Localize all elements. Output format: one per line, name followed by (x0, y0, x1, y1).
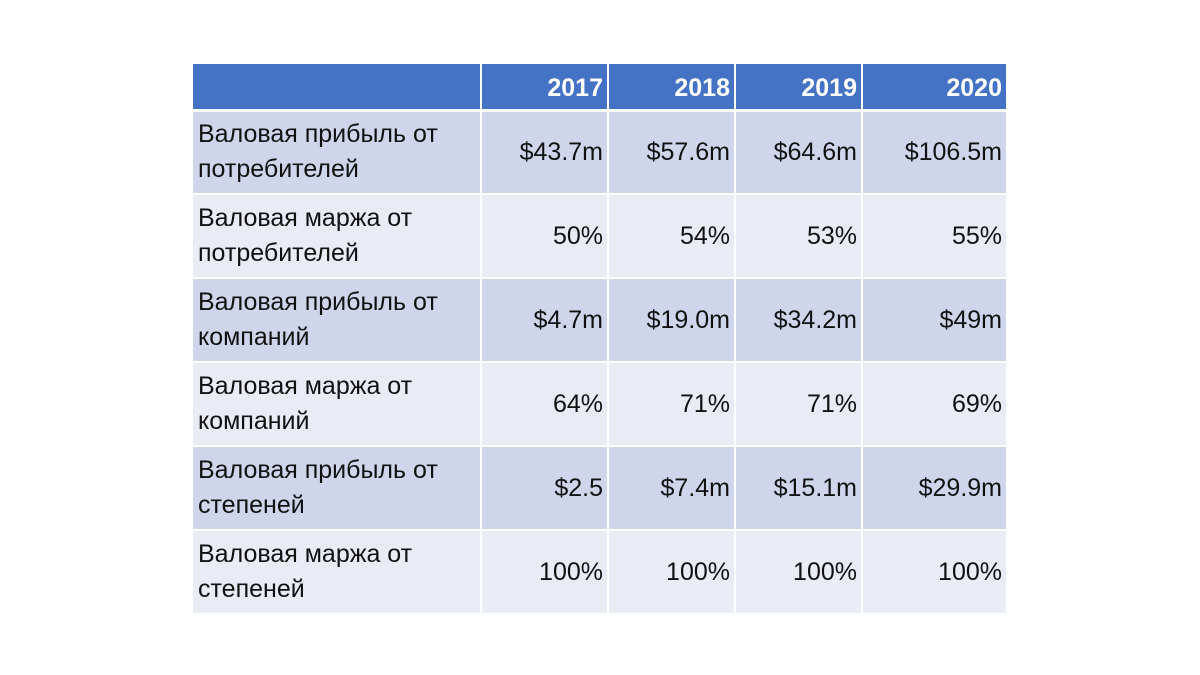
cell-value: $4.7m (480, 278, 609, 363)
header-cell-empty (193, 64, 482, 112)
cell-value: 71% (734, 362, 863, 447)
row-label: Валовая маржа от потребителей (193, 194, 482, 279)
row-label: Валовая маржа от компаний (193, 362, 482, 447)
row-label: Валовая прибыль от компаний (193, 278, 482, 363)
row-label: Валовая маржа от степеней (193, 530, 482, 615)
cell-value: $7.4m (607, 446, 736, 531)
header-year-2019: 2019 (734, 64, 863, 112)
cell-value: $29.9m (861, 446, 1006, 531)
table-row: Валовая маржа от потребителей 50% 54% 53… (193, 194, 1006, 279)
cell-value: $2.5 (480, 446, 609, 531)
cell-value: 100% (861, 530, 1006, 615)
header-year-2018: 2018 (607, 64, 736, 112)
cell-value: $64.6m (734, 110, 863, 195)
header-year-2020: 2020 (861, 64, 1006, 112)
cell-value: $19.0m (607, 278, 736, 363)
cell-value: $106.5m (861, 110, 1006, 195)
cell-value: 100% (734, 530, 863, 615)
cell-value: 55% (861, 194, 1006, 279)
financials-table: 2017 2018 2019 2020 Валовая прибыль от п… (193, 64, 1006, 615)
cell-value: $57.6m (607, 110, 736, 195)
table-row: Валовая прибыль от степеней $2.5 $7.4m $… (193, 446, 1006, 531)
header-row: 2017 2018 2019 2020 (193, 64, 1006, 112)
table-row: Валовая маржа от компаний 64% 71% 71% 69… (193, 362, 1006, 447)
table-row: Валовая маржа от степеней 100% 100% 100%… (193, 530, 1006, 615)
cell-value: $49m (861, 278, 1006, 363)
cell-value: 100% (607, 530, 736, 615)
row-label: Валовая прибыль от степеней (193, 446, 482, 531)
table-header: 2017 2018 2019 2020 (193, 64, 1006, 112)
table-row: Валовая прибыль от компаний $4.7m $19.0m… (193, 278, 1006, 363)
table-row: Валовая прибыль от потребителей $43.7m $… (193, 110, 1006, 195)
header-year-2017: 2017 (480, 64, 609, 112)
table-body: Валовая прибыль от потребителей $43.7m $… (193, 110, 1006, 615)
cell-value: 71% (607, 362, 736, 447)
cell-value: 69% (861, 362, 1006, 447)
cell-value: 54% (607, 194, 736, 279)
cell-value: 50% (480, 194, 609, 279)
cell-value: $34.2m (734, 278, 863, 363)
cell-value: $15.1m (734, 446, 863, 531)
cell-value: 100% (480, 530, 609, 615)
cell-value: 53% (734, 194, 863, 279)
cell-value: $43.7m (480, 110, 609, 195)
row-label: Валовая прибыль от потребителей (193, 110, 482, 195)
cell-value: 64% (480, 362, 609, 447)
